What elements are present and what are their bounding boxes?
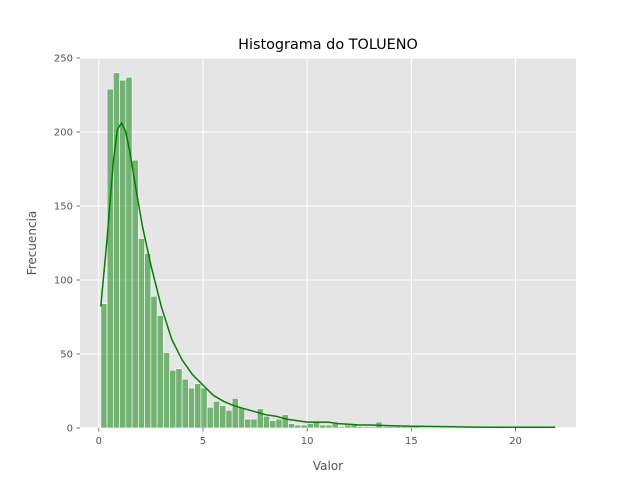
x-axis-label: Valor (313, 459, 343, 473)
y-axis-ticks: 0 50 100 150 200 250 (54, 54, 80, 435)
histogram-bar (106, 88, 114, 429)
histogram-bar (306, 423, 314, 429)
histogram-bar (275, 418, 283, 429)
y-tick-label: 50 (60, 350, 73, 361)
histogram-bar (169, 369, 177, 429)
histogram-bar (263, 415, 270, 429)
y-tick-label: 100 (54, 276, 73, 287)
histogram-bar (319, 424, 327, 429)
histogram-bar (150, 295, 158, 429)
histogram-bar (269, 420, 277, 429)
histogram-bar (325, 424, 333, 429)
histogram-bar (394, 426, 402, 429)
histogram-bar (250, 418, 258, 429)
x-tick-label: 5 (200, 436, 206, 447)
histogram-bars (100, 72, 514, 429)
histogram-bar (225, 409, 233, 429)
histogram-bar (331, 423, 339, 429)
x-tick-label: 15 (405, 436, 418, 447)
kde-line (100, 121, 556, 429)
kde-curve-layer (100, 121, 556, 429)
x-axis-ticks: 0 5 10 15 20 (96, 428, 522, 447)
histogram-bar (356, 426, 364, 429)
histogram-bar (194, 383, 202, 429)
histogram-bar (163, 352, 170, 429)
histogram-bar (125, 76, 133, 429)
x-tick-label: 0 (96, 436, 102, 447)
histogram-bar (381, 426, 389, 429)
histogram-bar (294, 424, 302, 429)
histogram-bar (213, 401, 220, 429)
histogram-bar (238, 406, 245, 429)
histogram-bar (300, 424, 308, 429)
histogram-bar (100, 303, 108, 429)
y-tick-label: 200 (54, 128, 73, 139)
histogram-bar (219, 405, 227, 429)
y-tick-label: 250 (54, 54, 73, 65)
y-tick-label: 0 (67, 424, 73, 435)
histogram-bar (363, 426, 370, 429)
histogram-bar (313, 421, 320, 429)
y-tick-label: 150 (54, 202, 73, 213)
histogram-bar (206, 406, 214, 429)
histogram-bar (344, 424, 352, 429)
histogram-bar (338, 426, 345, 429)
x-tick-label: 10 (301, 436, 314, 447)
histogram-bar (256, 408, 264, 429)
x-tick-label: 20 (509, 436, 522, 447)
histogram-bar (231, 398, 239, 429)
chart-title: Histograma do TOLUENO (238, 37, 418, 53)
histogram-bar (175, 368, 183, 429)
histogram-bar (188, 387, 195, 429)
histogram-bar (181, 378, 189, 429)
histogram-bar (281, 414, 289, 429)
histogram-bar (144, 253, 152, 429)
histogram-bar (138, 238, 145, 429)
histogram-bar (388, 426, 395, 429)
histogram-bar (288, 423, 295, 429)
histogram-bar (244, 418, 252, 429)
histogram-bar (200, 387, 208, 429)
histogram-bar (369, 426, 377, 429)
histogram-bar (156, 315, 164, 429)
y-axis-label: Frecuencia (25, 211, 39, 276)
histogram-bar (119, 79, 127, 429)
